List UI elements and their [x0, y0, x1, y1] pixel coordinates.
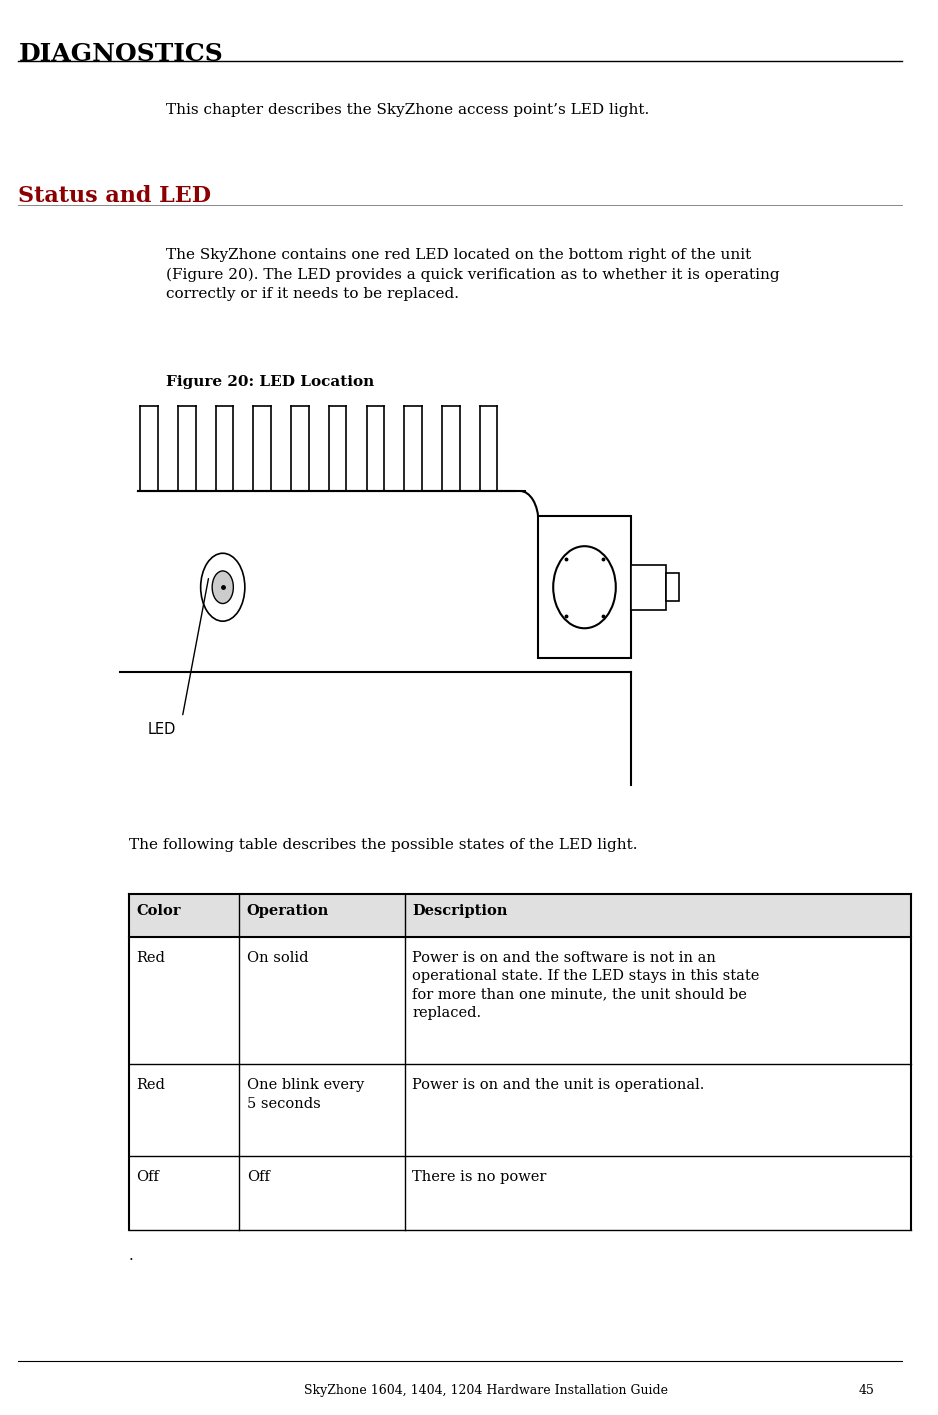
Bar: [538, 516, 630, 658]
Text: Red: Red: [136, 1078, 165, 1092]
Text: On solid: On solid: [247, 951, 309, 965]
Bar: [129, 894, 912, 937]
Bar: [630, 565, 665, 610]
Text: 45: 45: [858, 1384, 874, 1397]
Text: There is no power: There is no power: [413, 1170, 547, 1184]
Text: Operation: Operation: [247, 904, 329, 918]
Text: DIAGNOSTICS: DIAGNOSTICS: [19, 42, 223, 67]
Circle shape: [201, 553, 245, 621]
Text: LED: LED: [147, 722, 175, 737]
Text: Off: Off: [247, 1170, 269, 1184]
Bar: [129, 1156, 912, 1230]
Text: Red: Red: [136, 951, 165, 965]
Text: Off: Off: [136, 1170, 159, 1184]
Text: .: .: [129, 1249, 133, 1264]
Bar: [665, 573, 679, 601]
Text: The SkyZhone contains one red LED located on the bottom right of the unit
(Figur: The SkyZhone contains one red LED locate…: [166, 248, 779, 301]
Text: Power is on and the software is not in an
operational state. If the LED stays in: Power is on and the software is not in a…: [413, 951, 760, 1020]
Text: Figure 20: LED Location: Figure 20: LED Location: [166, 375, 374, 389]
Text: One blink every
5 seconds: One blink every 5 seconds: [247, 1078, 364, 1111]
Text: Color: Color: [136, 904, 181, 918]
Bar: [129, 937, 912, 1064]
Text: Power is on and the unit is operational.: Power is on and the unit is operational.: [413, 1078, 704, 1092]
Text: This chapter describes the SkyZhone access point’s LED light.: This chapter describes the SkyZhone acce…: [166, 103, 649, 117]
Text: SkyZhone 1604, 1404, 1204 Hardware Installation Guide: SkyZhone 1604, 1404, 1204 Hardware Insta…: [304, 1384, 668, 1397]
Circle shape: [212, 570, 234, 604]
Bar: [129, 1064, 912, 1156]
Text: The following table describes the possible states of the LED light.: The following table describes the possib…: [129, 838, 637, 852]
Text: Status and LED: Status and LED: [19, 185, 211, 208]
Text: Description: Description: [413, 904, 507, 918]
